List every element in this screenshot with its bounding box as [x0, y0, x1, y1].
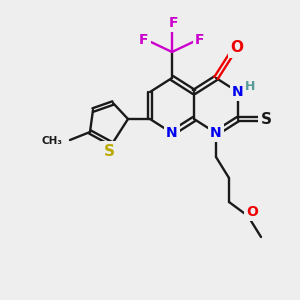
Text: S: S — [103, 143, 115, 158]
Text: CH₃: CH₃ — [41, 136, 62, 146]
Text: F: F — [139, 33, 149, 47]
Text: F: F — [168, 16, 178, 30]
Text: N: N — [210, 126, 222, 140]
Text: O: O — [230, 40, 244, 56]
Text: O: O — [246, 205, 258, 219]
Text: F: F — [195, 33, 205, 47]
Text: H: H — [245, 80, 255, 92]
Text: S: S — [260, 112, 272, 127]
Text: N: N — [166, 126, 178, 140]
Text: N: N — [232, 85, 244, 99]
